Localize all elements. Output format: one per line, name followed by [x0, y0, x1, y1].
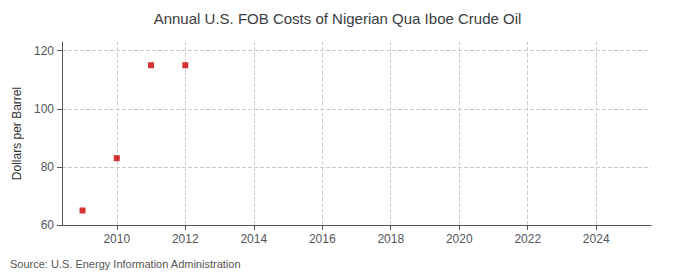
- svg-text:2022: 2022: [514, 232, 541, 246]
- svg-text:Source: U.S. Energy Informatio: Source: U.S. Energy Information Administ…: [10, 258, 241, 270]
- svg-text:2014: 2014: [240, 232, 267, 246]
- svg-text:2010: 2010: [103, 232, 130, 246]
- svg-text:2016: 2016: [309, 232, 336, 246]
- svg-text:120: 120: [34, 44, 54, 58]
- svg-text:2024: 2024: [583, 232, 610, 246]
- svg-text:60: 60: [41, 218, 55, 232]
- svg-text:2012: 2012: [172, 232, 199, 246]
- svg-text:80: 80: [41, 160, 55, 174]
- svg-text:100: 100: [34, 102, 54, 116]
- svg-text:Annual U.S. FOB Costs of Niger: Annual U.S. FOB Costs of Nigerian Qua Ib…: [154, 10, 522, 27]
- svg-text:2018: 2018: [377, 232, 404, 246]
- svg-text:Dollars per Barrel: Dollars per Barrel: [10, 87, 24, 180]
- svg-text:2020: 2020: [446, 232, 473, 246]
